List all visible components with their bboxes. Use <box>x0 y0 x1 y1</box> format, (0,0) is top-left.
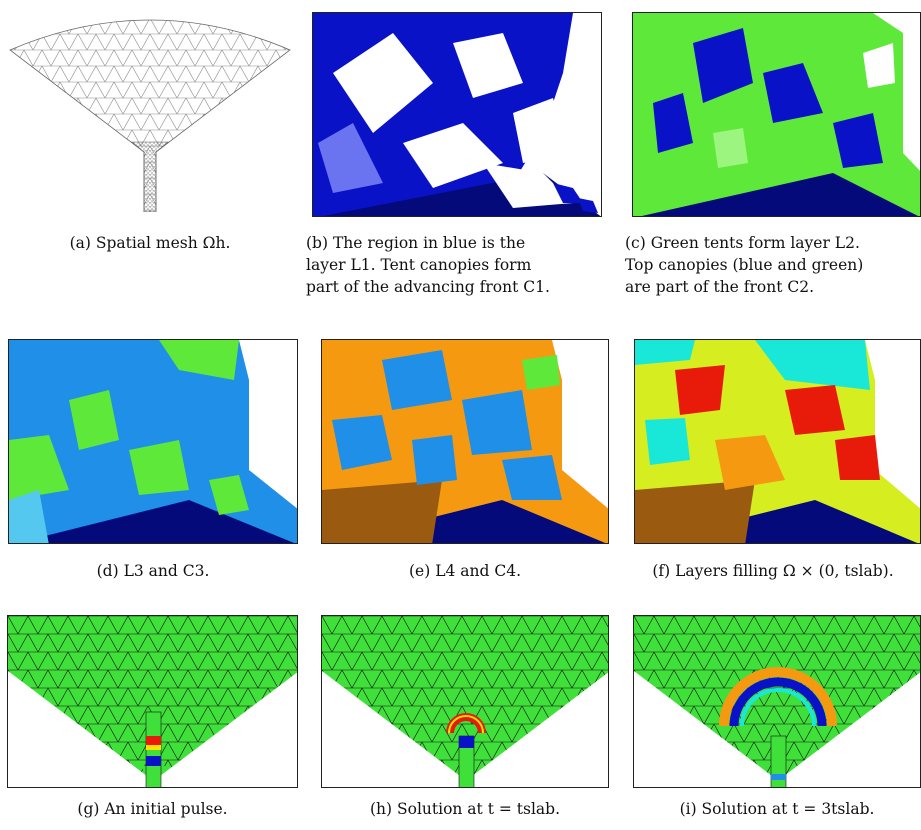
caption-f-line-1: (f) Layers filling Ω × (0, tslab). <box>652 562 894 580</box>
caption-a-line-1: (a) Spatial mesh Ωh. <box>69 234 231 252</box>
panel-e-layer-4 <box>321 339 609 544</box>
caption-c-line-1: (c) Green tents form layer L2. <box>625 234 860 252</box>
panel-b-layer-1 <box>312 12 602 217</box>
panel-i-solution-3tslab <box>633 615 921 788</box>
initial-pulse-graphic <box>8 616 297 787</box>
panel-a-spatial-mesh <box>6 2 294 212</box>
caption-h-line-1: (h) Solution at t = tslab. <box>369 800 561 818</box>
caption-b-line-1: (b) The region in blue is the <box>306 234 526 252</box>
caption-c: (c) Green tents form layer L2. Top canop… <box>625 232 921 298</box>
panel-d-layer-3 <box>8 339 298 544</box>
caption-h: (h) Solution at t = tslab. <box>321 798 609 820</box>
caption-g-line-1: (g) An initial pulse. <box>77 800 228 818</box>
solution-tslab-graphic <box>322 616 608 787</box>
caption-i-line-1: (i) Solution at t = 3tslab. <box>679 800 875 818</box>
caption-d-line-1: (d) L3 and C3. <box>96 562 210 580</box>
caption-i: (i) Solution at t = 3tslab. <box>633 798 921 820</box>
caption-b: (b) The region in blue is the layer L1. … <box>306 232 602 298</box>
panel-h-solution-tslab <box>321 615 609 788</box>
layer-1-graphic <box>313 13 601 216</box>
caption-a: (a) Spatial mesh Ωh. <box>6 232 294 254</box>
caption-g: (g) An initial pulse. <box>7 798 298 820</box>
layers-filling-graphic <box>635 340 920 543</box>
caption-c-line-3: are part of the front C2. <box>625 278 815 296</box>
caption-e-line-1: (e) L4 and C4. <box>409 562 521 580</box>
spatial-mesh-graphic <box>9 19 291 212</box>
caption-c-line-2: Top canopies (blue and green) <box>625 256 864 274</box>
caption-b-line-3: part of the advancing front C1. <box>306 278 550 296</box>
panel-g-initial-pulse <box>7 615 298 788</box>
layer-4-graphic <box>322 340 608 543</box>
caption-e: (e) L4 and C4. <box>321 560 609 582</box>
panel-f-layers-filling <box>634 339 921 544</box>
caption-f: (f) Layers filling Ω × (0, tslab). <box>625 560 921 582</box>
solution-3tslab-graphic <box>634 616 920 787</box>
caption-b-line-2: layer L1. Tent canopies form <box>306 256 532 274</box>
layer-2-graphic <box>633 13 920 216</box>
panel-c-layer-2 <box>632 12 921 217</box>
layer-3-graphic <box>9 340 297 543</box>
caption-d: (d) L3 and C3. <box>8 560 298 582</box>
